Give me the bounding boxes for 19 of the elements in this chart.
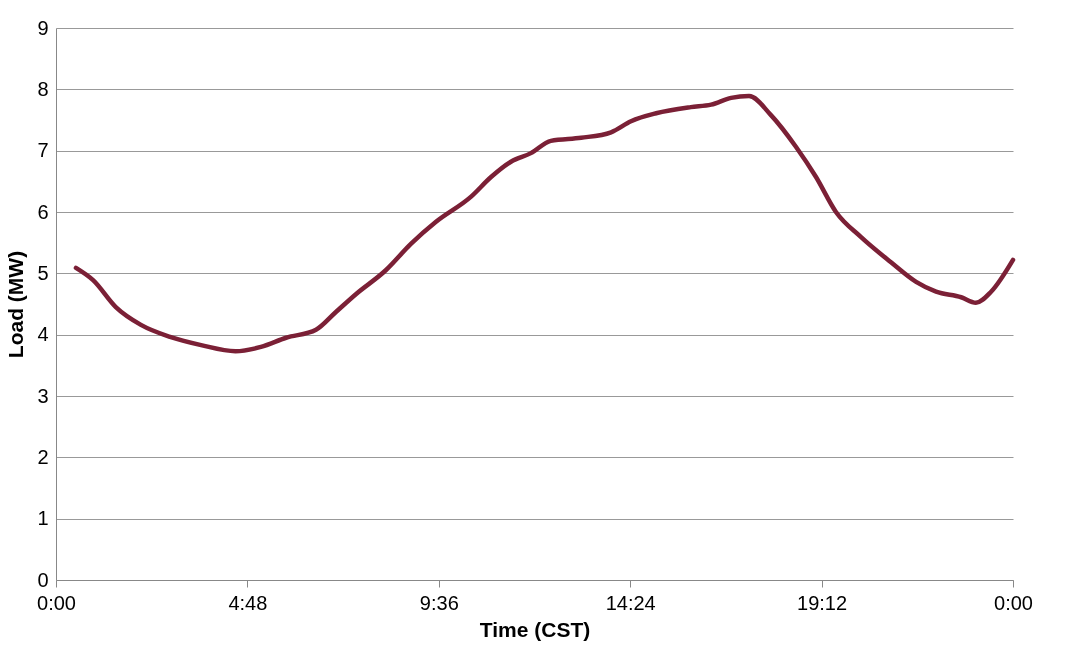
x-tick-label: 4:48 bbox=[228, 591, 268, 614]
y-axis-title: Load (MW) bbox=[4, 250, 28, 359]
x-tick-label: 0:00 bbox=[37, 591, 76, 614]
y-tick-label: 6 bbox=[37, 200, 49, 223]
y-tick-label: 8 bbox=[37, 77, 49, 100]
line-series bbox=[73, 93, 1016, 354]
x-tick-label: 19:12 bbox=[797, 591, 848, 614]
x-tick-label: 14:24 bbox=[605, 591, 656, 614]
y-tick-label: 0 bbox=[37, 568, 49, 591]
x-tick-label: 0:00 bbox=[994, 591, 1033, 614]
x-tick-label: 9:36 bbox=[419, 591, 459, 614]
y-tick-label: 5 bbox=[37, 261, 49, 284]
y-tick-label: 4 bbox=[37, 323, 49, 346]
y-tick-label: 7 bbox=[37, 139, 49, 162]
y-tick-label: 9 bbox=[37, 16, 49, 39]
x-axis-title: Time (CST) bbox=[479, 617, 591, 641]
y-tick-label: 1 bbox=[37, 507, 49, 530]
y-tick-label: 3 bbox=[37, 384, 49, 407]
y-tick-label: 2 bbox=[37, 445, 49, 468]
